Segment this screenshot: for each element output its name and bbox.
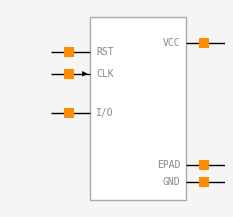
Point bbox=[67, 50, 71, 54]
Text: EPAD: EPAD bbox=[157, 160, 181, 170]
Text: RST: RST bbox=[96, 47, 113, 57]
Text: GND: GND bbox=[163, 177, 181, 187]
Text: CLK: CLK bbox=[96, 69, 113, 79]
Point bbox=[202, 163, 205, 167]
Point bbox=[202, 181, 205, 184]
Text: I/O: I/O bbox=[96, 108, 113, 118]
Point bbox=[202, 42, 205, 45]
Bar bbox=[90, 17, 186, 200]
Point bbox=[67, 72, 71, 76]
Point bbox=[67, 111, 71, 115]
Text: VCC: VCC bbox=[163, 38, 181, 48]
